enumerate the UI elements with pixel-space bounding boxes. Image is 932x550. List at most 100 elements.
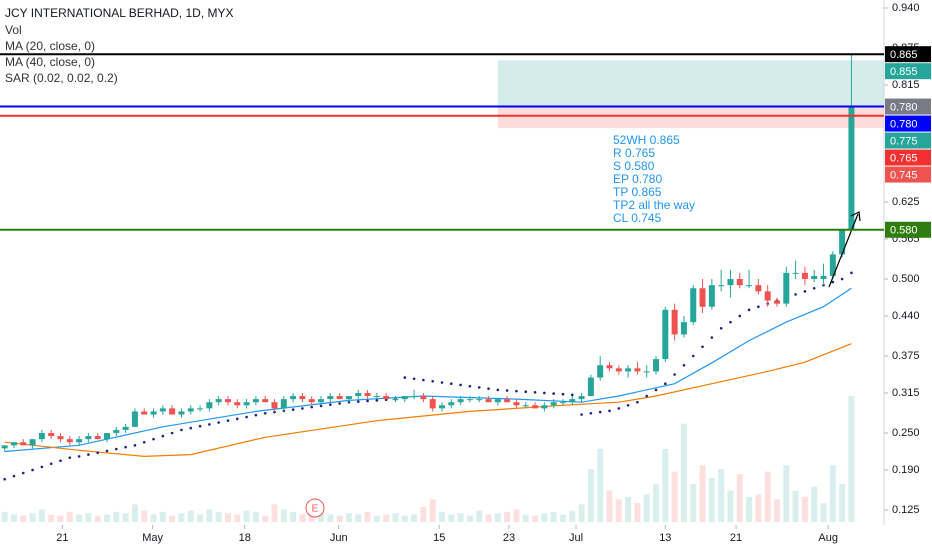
volume-bar xyxy=(178,513,185,522)
x-tick-label: 15 xyxy=(433,532,445,544)
volume-bar xyxy=(736,474,743,522)
volume-bar xyxy=(206,509,213,522)
volume-bar xyxy=(587,469,594,522)
candle-body xyxy=(801,272,808,280)
candle-body xyxy=(559,402,566,404)
candle-body xyxy=(466,399,473,401)
sar-dot xyxy=(124,445,127,449)
price-label: 0.780 xyxy=(890,118,918,130)
candle-body xyxy=(94,436,101,440)
candle-body xyxy=(141,411,148,415)
sar-dot xyxy=(570,393,574,397)
volume-bar xyxy=(820,503,827,522)
y-tick-label: 0.315 xyxy=(892,387,920,399)
candle-body xyxy=(355,392,362,397)
candle-body xyxy=(131,411,138,427)
candle-body xyxy=(541,405,548,409)
volume-bar xyxy=(522,514,529,522)
volume-bar xyxy=(439,511,445,522)
candle-body xyxy=(727,279,734,286)
volume-bar xyxy=(792,490,799,522)
volume-bar xyxy=(801,496,808,522)
sar-dot xyxy=(21,471,25,475)
sar-dot xyxy=(487,387,490,390)
sar-dot xyxy=(719,326,723,330)
volume-bar xyxy=(783,465,790,522)
sar-dot xyxy=(617,407,621,410)
candle-body xyxy=(662,309,669,360)
sar-dot xyxy=(301,407,304,410)
sar-dot xyxy=(87,453,90,456)
sar-dot xyxy=(96,451,100,455)
price-label: 0.580 xyxy=(890,225,918,237)
candle-body xyxy=(820,275,827,280)
volume-bar xyxy=(420,506,427,522)
sar-dot xyxy=(580,413,583,416)
indicator-label: MA (40, close, 0) xyxy=(5,55,95,69)
sar-dot xyxy=(49,462,53,466)
volume-bar xyxy=(839,484,846,522)
volume-bar xyxy=(829,465,836,522)
sar-dot xyxy=(347,400,351,404)
candle-body xyxy=(373,396,380,398)
sar-dot xyxy=(496,388,500,392)
volume-bar xyxy=(373,515,380,522)
price-label: 0.745 xyxy=(890,169,918,181)
candle-body xyxy=(48,433,55,437)
sar-dot xyxy=(738,314,742,318)
volume-bar xyxy=(755,494,762,522)
zone xyxy=(497,60,884,107)
candle-body xyxy=(522,405,529,407)
indicator-label: MA (20, close, 0) xyxy=(5,39,95,53)
volume-bar xyxy=(848,396,855,522)
candle-body xyxy=(848,106,855,230)
volume-bar xyxy=(811,486,818,522)
volume-bar xyxy=(764,471,771,522)
candle-body xyxy=(429,399,436,409)
candle-body xyxy=(420,396,427,400)
sar-dot xyxy=(589,411,593,415)
volume-bar xyxy=(141,510,148,522)
candle-body xyxy=(345,396,352,400)
sar-dot xyxy=(310,405,314,409)
sar-dot xyxy=(152,437,155,441)
volume-bar xyxy=(411,514,418,522)
volume-bar xyxy=(187,510,194,522)
y-tick-label: 0.375 xyxy=(892,350,920,362)
sar-dot xyxy=(217,421,220,424)
sar-dot xyxy=(468,384,472,388)
sar-dot xyxy=(608,409,611,413)
y-tick-label: 0.190 xyxy=(892,464,920,476)
sar-dot xyxy=(664,382,667,386)
sar-dot xyxy=(161,434,165,438)
candle-body xyxy=(485,399,492,403)
sar-dot xyxy=(133,444,137,447)
sar-dot xyxy=(710,336,714,339)
candle-body xyxy=(439,405,445,409)
candle-body xyxy=(634,368,641,372)
volume-bar xyxy=(113,511,120,522)
candle-body xyxy=(10,442,17,446)
y-tick-label: 0.500 xyxy=(892,273,920,285)
volume-bar xyxy=(559,514,566,522)
y-tick-label: 0.940 xyxy=(892,2,920,14)
volume-bar xyxy=(392,513,399,522)
volume-bar xyxy=(169,515,176,522)
volume-bar xyxy=(66,511,73,522)
volume-bar xyxy=(708,477,715,522)
volume-bar xyxy=(234,514,241,522)
candle-body xyxy=(671,309,678,335)
sar-dot xyxy=(226,419,230,422)
volume-bar xyxy=(569,510,576,522)
candle-body xyxy=(597,365,604,378)
candle-body xyxy=(764,291,771,301)
candle-body xyxy=(792,272,799,274)
volume-bar xyxy=(680,423,687,522)
volume-bar xyxy=(550,511,557,522)
volume-bar xyxy=(476,510,483,522)
sar-dot xyxy=(375,399,379,402)
sar-dot xyxy=(459,383,462,387)
volume-bar xyxy=(699,465,706,522)
indicator-label: SAR (0.02, 0.02, 0.2) xyxy=(5,71,118,85)
volume-bar xyxy=(532,515,539,522)
